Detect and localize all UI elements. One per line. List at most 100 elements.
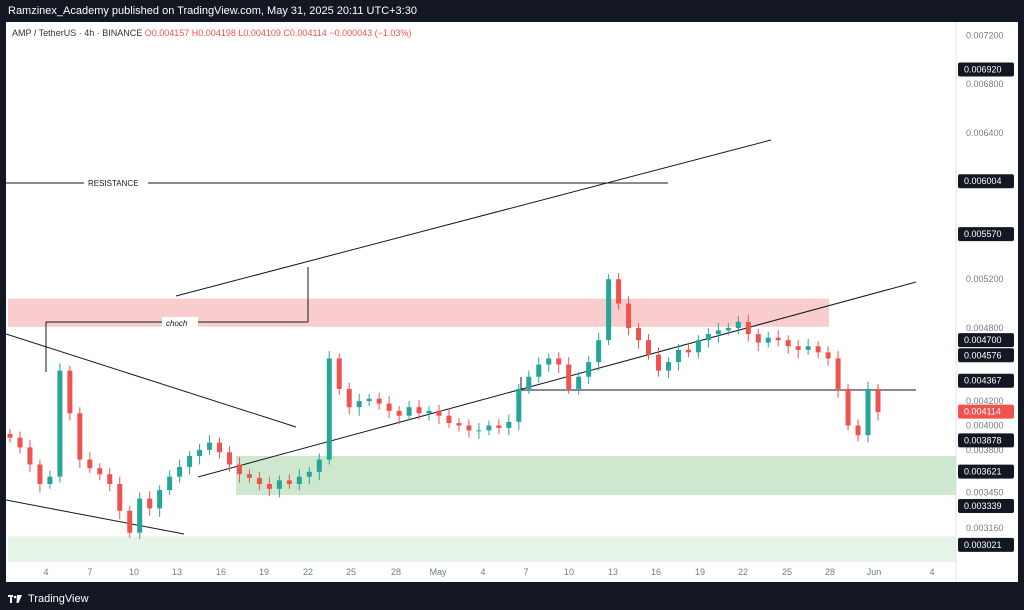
- ticker-info: AMP / TetherUS · 4h · BINANCE O0.004157 …: [12, 28, 411, 38]
- candle-body: [496, 425, 502, 428]
- x-tick-label: 28: [825, 567, 835, 577]
- candle-body: [436, 410, 442, 416]
- y-tick-label: 0.003160: [966, 523, 1004, 533]
- candle-body: [526, 376, 532, 389]
- close-value: C0.004114: [283, 28, 327, 38]
- candle-body: [286, 480, 292, 484]
- descending-trendline: [6, 333, 297, 428]
- price-label-box: [958, 433, 1014, 448]
- low-value: L0.004109: [238, 28, 281, 38]
- candle-body: [107, 474, 113, 484]
- candle-body: [396, 410, 402, 416]
- tradingview-logo-icon[interactable]: [8, 594, 22, 604]
- y-tick-label: 0.007200: [966, 30, 1004, 40]
- candle-body: [406, 407, 412, 416]
- candle-body: [346, 388, 352, 408]
- x-tick-label: 25: [782, 567, 792, 577]
- candle-body: [187, 455, 193, 467]
- candle-body: [316, 459, 322, 472]
- y-tick-label: 0.006400: [966, 128, 1004, 138]
- candle-body: [336, 358, 342, 389]
- candle-body: [875, 388, 881, 413]
- price-label: 0.004576: [964, 350, 1002, 360]
- candle-body: [306, 471, 312, 477]
- candle-body: [516, 388, 522, 422]
- chart-area[interactable]: 0.003160 0.003450 0.003800 0.004000 0.004200…: [6, 22, 1018, 582]
- x-tick-label: 22: [303, 567, 313, 577]
- candle-body: [486, 425, 492, 431]
- resistance-zone: [8, 298, 829, 327]
- annotation-bg: [162, 317, 198, 329]
- candle-body: [855, 425, 861, 436]
- candle-body: [17, 437, 23, 448]
- candle-body: [87, 459, 93, 469]
- price-label: 0.004700: [964, 335, 1002, 345]
- candle-body: [266, 483, 272, 489]
- candle-body: [815, 346, 821, 353]
- x-tick-label: 13: [608, 567, 618, 577]
- candle-body: [646, 340, 652, 355]
- candle-body: [376, 398, 382, 404]
- price-label-box: [958, 174, 1014, 189]
- candle-body: [636, 327, 642, 341]
- price-label-box: [958, 348, 1014, 363]
- candle-body: [197, 449, 203, 456]
- footer-bar: TradingView: [0, 588, 1024, 610]
- candle-body: [725, 327, 731, 331]
- y-tick-label: 0.005200: [966, 274, 1004, 284]
- candle-body: [705, 334, 711, 341]
- candle-body: [27, 447, 33, 465]
- y-tick-label: 0.004200: [966, 396, 1004, 406]
- candle-body: [805, 346, 811, 350]
- footer-brand[interactable]: TradingView: [28, 593, 89, 605]
- resistance-label: RESISTANCE: [88, 179, 139, 188]
- lower-channel-line: [197, 281, 917, 478]
- price-label: 0.004114: [964, 407, 1001, 417]
- price-label-box: [958, 62, 1014, 77]
- candle-body: [426, 410, 432, 414]
- x-tick-label: 25: [346, 567, 356, 577]
- x-tick-label: May: [429, 567, 447, 577]
- y-tick-label: 0.004000: [966, 420, 1004, 430]
- candle-body: [576, 376, 582, 389]
- candle-body: [77, 413, 83, 460]
- price-chart[interactable]: 0.003160 0.003450 0.003800 0.004000 0.004200…: [6, 22, 1018, 582]
- candle-body: [775, 337, 781, 341]
- x-tick-label: 19: [259, 567, 269, 577]
- x-tick-label: 16: [651, 567, 661, 577]
- candle-body: [835, 358, 841, 389]
- candle-body: [546, 358, 552, 365]
- candle-body: [117, 483, 123, 511]
- x-tick-label: 16: [216, 567, 226, 577]
- x-tick-label: 10: [564, 567, 574, 577]
- price-label-box: [958, 499, 1014, 514]
- y-tick-label: 0.003800: [966, 445, 1004, 455]
- candle-body: [506, 421, 512, 428]
- candle-body: [167, 476, 173, 491]
- open-value: O0.004157: [144, 28, 190, 38]
- price-label: 0.004367: [964, 376, 1002, 386]
- candle-body: [226, 452, 232, 465]
- candle-body: [97, 468, 103, 475]
- candle-body: [177, 466, 183, 477]
- candle-body: [586, 362, 592, 377]
- candle-body: [366, 398, 372, 402]
- annotation-bg: [84, 177, 148, 189]
- price-label-box: [958, 537, 1014, 552]
- candle-body: [57, 370, 63, 477]
- candle-body: [665, 362, 671, 371]
- price-axis: [956, 22, 1018, 582]
- candle-body: [217, 442, 223, 453]
- candle-body: [326, 358, 332, 460]
- candle-body: [626, 303, 632, 328]
- y-tick-label: 0.003450: [966, 488, 1004, 498]
- candle-body: [765, 337, 771, 343]
- candle-body: [296, 476, 302, 484]
- candle-body: [7, 434, 13, 438]
- price-label: 0.003021: [964, 540, 1002, 550]
- candle-body: [755, 334, 761, 343]
- candle-body: [276, 480, 282, 489]
- candle-body: [37, 464, 43, 484]
- symbol-label: AMP / TetherUS · 4h · BINANCE: [12, 28, 143, 38]
- y-tick-label: 0.006800: [966, 79, 1004, 89]
